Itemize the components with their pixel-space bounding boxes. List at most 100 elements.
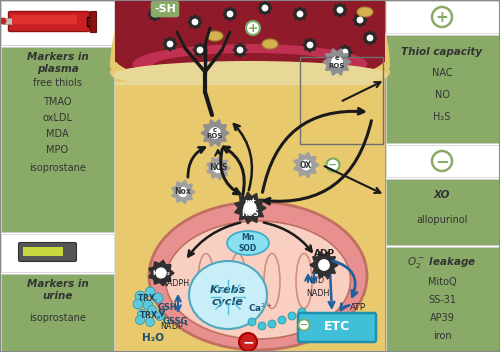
Text: MDA: MDA xyxy=(46,129,69,139)
Wedge shape xyxy=(110,0,390,68)
FancyBboxPatch shape xyxy=(0,0,115,352)
Circle shape xyxy=(145,287,155,297)
FancyBboxPatch shape xyxy=(23,247,63,256)
Polygon shape xyxy=(149,260,174,286)
FancyBboxPatch shape xyxy=(137,61,363,63)
Circle shape xyxy=(198,47,202,53)
Text: TRX$_r$: TRX$_r$ xyxy=(137,293,159,305)
FancyBboxPatch shape xyxy=(132,84,368,86)
Polygon shape xyxy=(323,49,351,75)
FancyBboxPatch shape xyxy=(386,179,499,245)
Circle shape xyxy=(146,318,154,327)
FancyBboxPatch shape xyxy=(115,0,385,68)
Circle shape xyxy=(135,291,145,301)
Text: ETC: ETC xyxy=(324,321,350,333)
Text: Markers in
plasma: Markers in plasma xyxy=(26,52,88,74)
FancyBboxPatch shape xyxy=(12,15,77,24)
FancyBboxPatch shape xyxy=(132,82,368,84)
Text: H₂O₂: H₂O₂ xyxy=(152,270,170,276)
Polygon shape xyxy=(206,156,230,180)
Circle shape xyxy=(238,47,242,53)
Polygon shape xyxy=(188,15,202,29)
Ellipse shape xyxy=(262,39,278,49)
Circle shape xyxy=(143,300,153,310)
FancyBboxPatch shape xyxy=(115,0,385,55)
Text: TMAO: TMAO xyxy=(44,97,72,107)
Text: cycle: cycle xyxy=(212,297,244,307)
FancyBboxPatch shape xyxy=(142,65,358,67)
Circle shape xyxy=(152,11,158,17)
FancyBboxPatch shape xyxy=(140,63,360,65)
Circle shape xyxy=(210,128,220,138)
Ellipse shape xyxy=(115,31,385,86)
Circle shape xyxy=(138,309,146,319)
Text: ATP: ATP xyxy=(350,303,366,313)
FancyBboxPatch shape xyxy=(115,60,385,62)
FancyBboxPatch shape xyxy=(8,12,89,31)
FancyBboxPatch shape xyxy=(87,17,91,26)
Text: +: + xyxy=(248,21,258,34)
Circle shape xyxy=(288,312,296,320)
FancyBboxPatch shape xyxy=(134,88,366,90)
Text: Nox: Nox xyxy=(174,188,192,196)
Text: H₂O: H₂O xyxy=(142,333,164,343)
Polygon shape xyxy=(333,3,347,17)
FancyBboxPatch shape xyxy=(4,18,12,24)
FancyBboxPatch shape xyxy=(115,0,385,352)
Circle shape xyxy=(248,318,256,326)
Circle shape xyxy=(156,268,166,278)
Text: XO: XO xyxy=(434,190,450,200)
Circle shape xyxy=(432,7,452,27)
Circle shape xyxy=(168,41,172,47)
Circle shape xyxy=(302,160,310,170)
FancyBboxPatch shape xyxy=(128,74,372,76)
Circle shape xyxy=(332,57,342,67)
Text: H₂S: H₂S xyxy=(434,112,450,122)
FancyBboxPatch shape xyxy=(134,86,366,88)
Circle shape xyxy=(308,42,312,48)
Text: iron: iron xyxy=(432,331,452,341)
Text: GSH: GSH xyxy=(157,303,177,313)
FancyBboxPatch shape xyxy=(149,71,351,73)
Ellipse shape xyxy=(115,25,385,85)
FancyBboxPatch shape xyxy=(386,145,499,177)
Circle shape xyxy=(178,188,188,196)
Circle shape xyxy=(244,202,256,214)
Polygon shape xyxy=(223,7,237,21)
FancyBboxPatch shape xyxy=(386,35,499,143)
Text: −: − xyxy=(242,335,254,349)
FancyBboxPatch shape xyxy=(1,47,114,232)
FancyBboxPatch shape xyxy=(132,57,368,59)
FancyBboxPatch shape xyxy=(135,59,365,61)
Circle shape xyxy=(192,19,198,25)
Ellipse shape xyxy=(166,221,350,339)
Circle shape xyxy=(239,333,257,351)
FancyBboxPatch shape xyxy=(18,243,76,262)
Text: NO: NO xyxy=(434,90,450,100)
Text: −: − xyxy=(300,320,308,330)
FancyBboxPatch shape xyxy=(115,82,385,92)
Polygon shape xyxy=(310,252,338,278)
FancyBboxPatch shape xyxy=(115,85,385,352)
Circle shape xyxy=(298,320,310,331)
Text: OX: OX xyxy=(300,161,312,170)
Circle shape xyxy=(298,308,306,316)
Text: −: − xyxy=(328,160,338,170)
Text: O₂: O₂ xyxy=(319,260,329,270)
Ellipse shape xyxy=(155,61,345,83)
Ellipse shape xyxy=(189,261,267,329)
Text: AP39: AP39 xyxy=(430,313,454,323)
Circle shape xyxy=(368,35,372,41)
Polygon shape xyxy=(353,13,367,27)
FancyBboxPatch shape xyxy=(385,0,500,352)
Text: MPO: MPO xyxy=(46,145,68,155)
FancyBboxPatch shape xyxy=(122,64,378,66)
Circle shape xyxy=(156,312,164,321)
Text: isoprostane: isoprostane xyxy=(29,163,86,173)
Text: -SH: -SH xyxy=(154,4,176,14)
FancyBboxPatch shape xyxy=(130,55,370,57)
Polygon shape xyxy=(148,7,162,21)
Circle shape xyxy=(278,316,286,324)
FancyBboxPatch shape xyxy=(124,66,376,68)
Polygon shape xyxy=(233,43,247,57)
